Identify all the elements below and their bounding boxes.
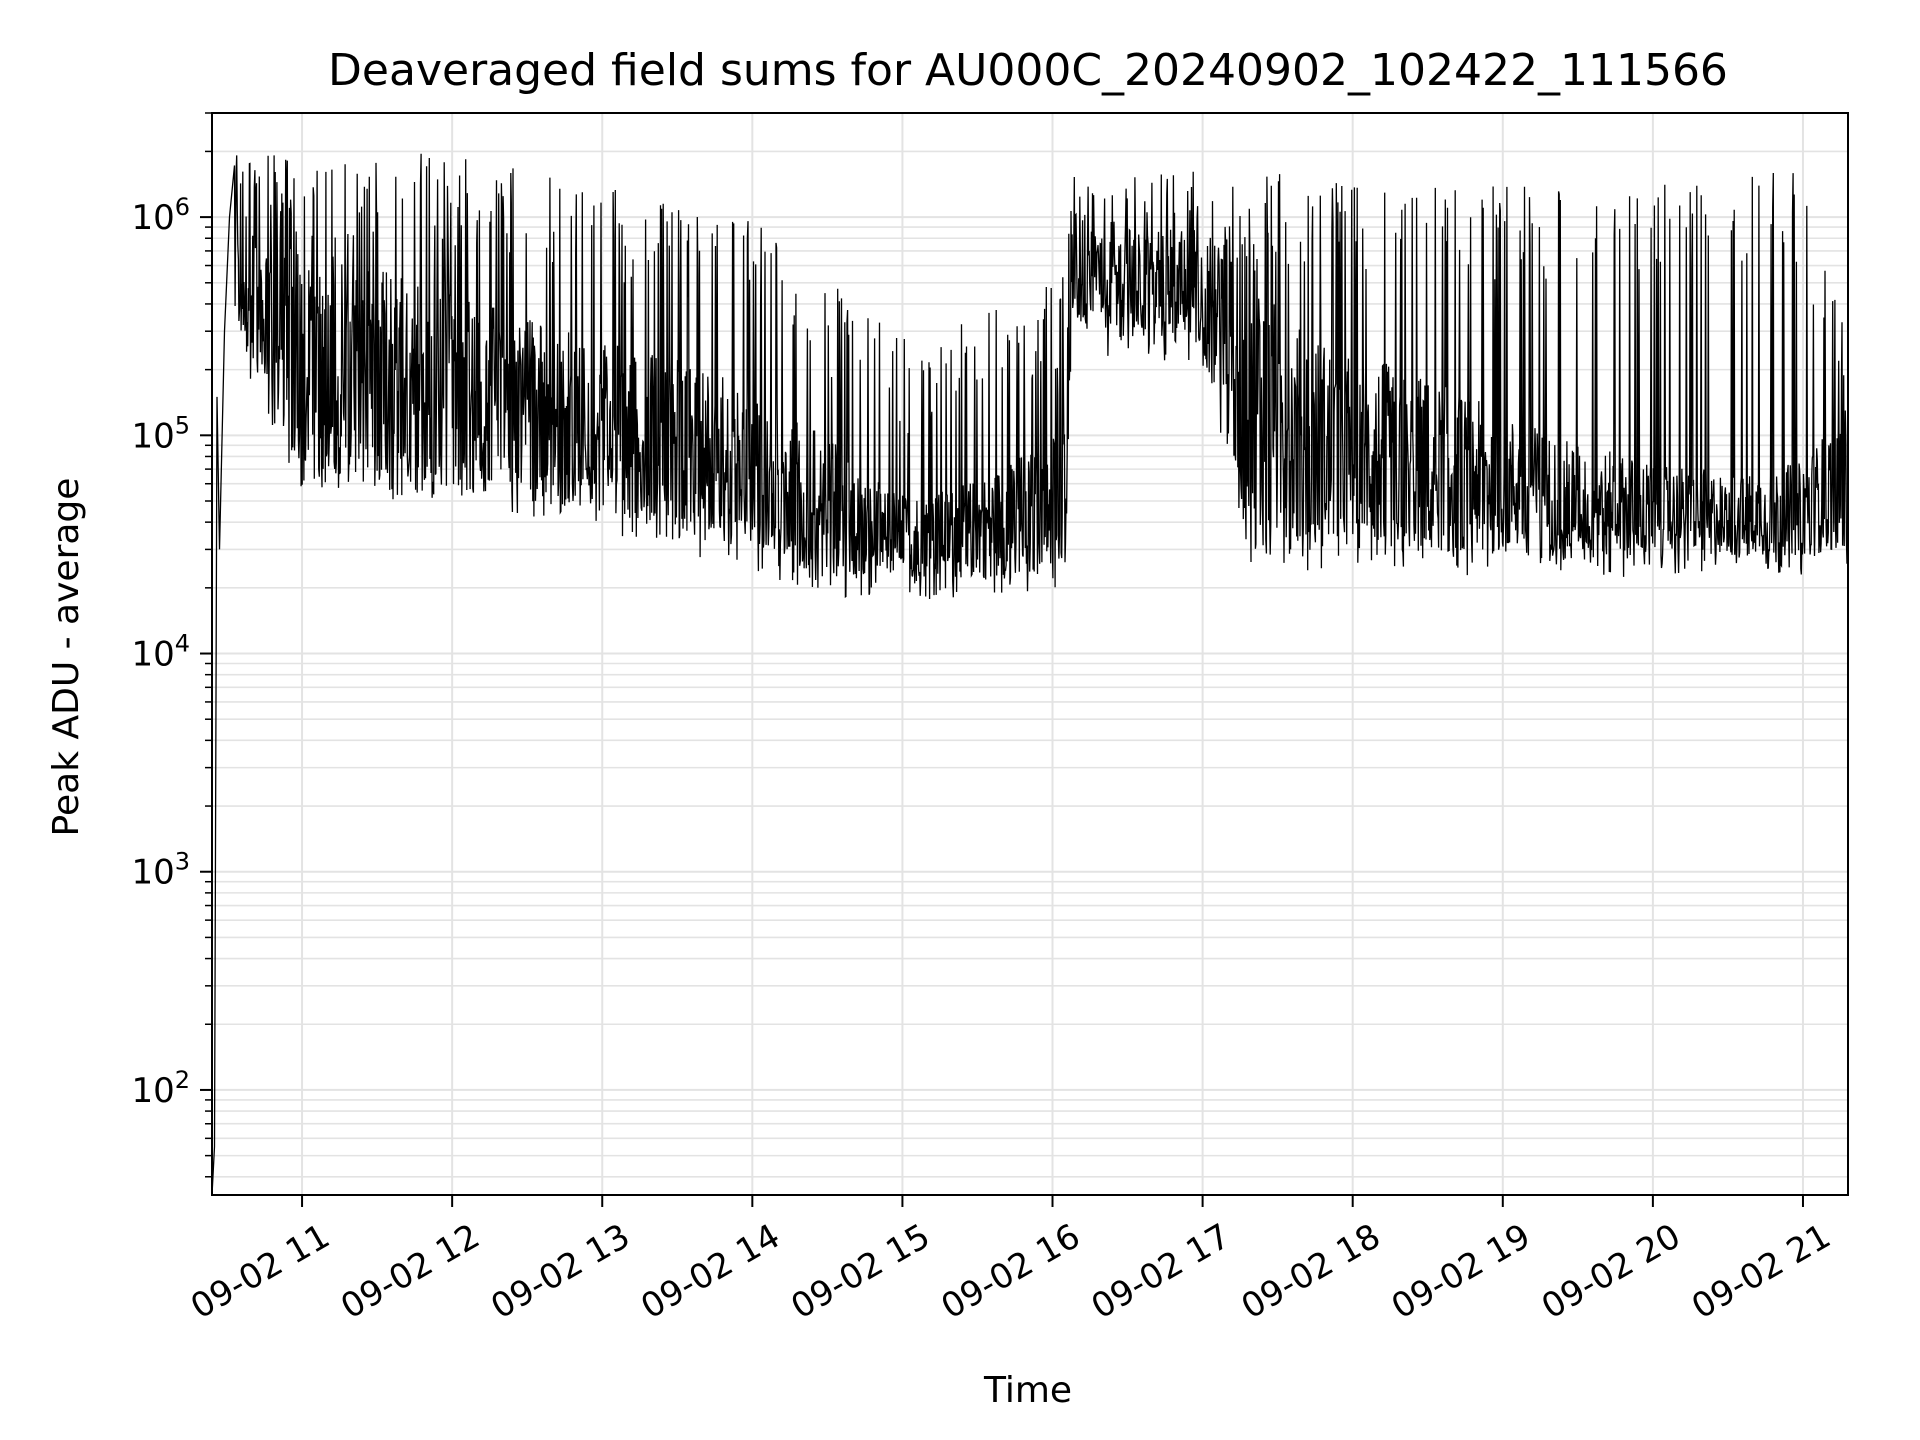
- x-tick-label: 09-02 12: [334, 1216, 486, 1327]
- y-tick-label: 102: [131, 1066, 190, 1111]
- x-axis-label: Time: [983, 1370, 1072, 1411]
- x-tick-label: 09-02 18: [1235, 1216, 1387, 1327]
- y-tick-label: 104: [131, 630, 190, 675]
- chart-title: Deaveraged field sums for AU000C_2024090…: [328, 45, 1728, 96]
- y-tick-label: 103: [131, 848, 190, 893]
- y-tick-label: 105: [131, 411, 190, 456]
- x-tick-label: 09-02 21: [1685, 1216, 1837, 1327]
- y-axis: 102 103 104 105 106: [131, 112, 212, 1178]
- x-tick-label: 09-02 17: [1085, 1216, 1237, 1327]
- x-tick-label: 09-02 14: [634, 1216, 786, 1327]
- x-tick-label: 09-02 13: [484, 1216, 636, 1327]
- y-tick-label: 106: [131, 193, 190, 238]
- y-axis-label: Peak ADU - average: [46, 478, 87, 837]
- x-tick-label: 09-02 16: [935, 1216, 1087, 1327]
- plot-area: [211, 112, 1849, 1196]
- x-tick-label: 09-02 15: [785, 1216, 937, 1327]
- x-tick-label: 09-02 19: [1385, 1216, 1537, 1327]
- grid: [212, 112, 1848, 1195]
- series-line: [211, 153, 1849, 1196]
- x-tick-label: 09-02 20: [1535, 1216, 1687, 1327]
- x-tick-label: 09-02 11: [184, 1216, 336, 1327]
